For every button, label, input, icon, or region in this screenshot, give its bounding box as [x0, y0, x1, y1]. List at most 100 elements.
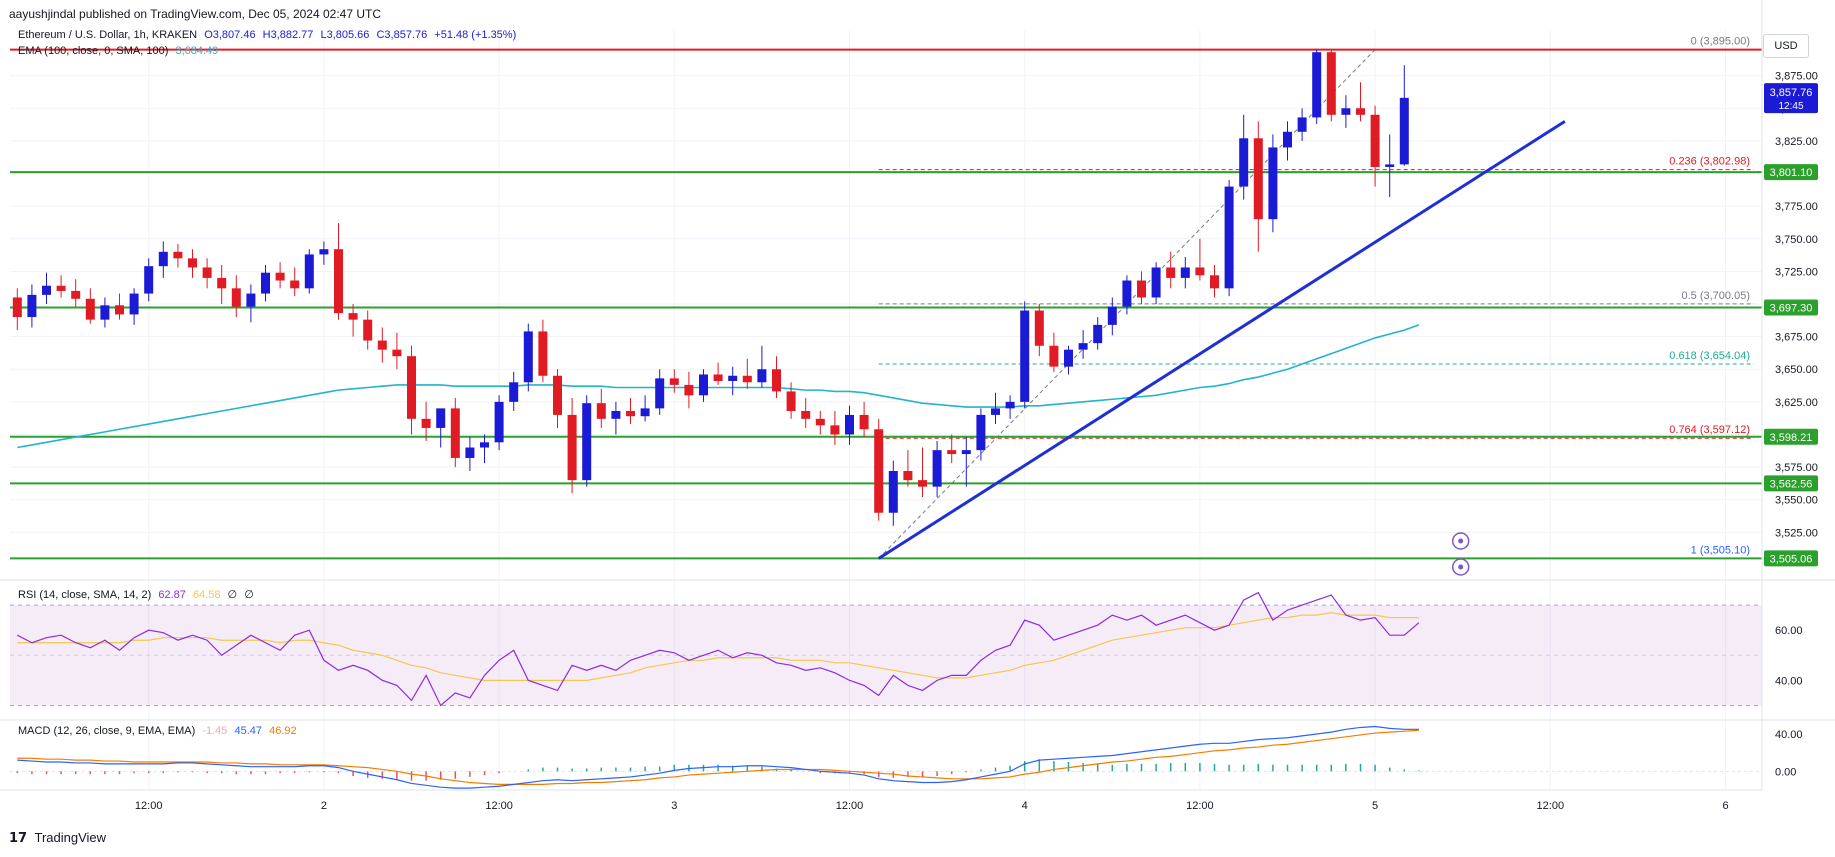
tradingview-logo-icon: 𝟭𝟳 [9, 830, 28, 845]
ohlc-open: O3,807.46 [204, 29, 256, 41]
price-tick-label: 3,825.00 [1775, 136, 1818, 148]
price-tick-label: 3,550.00 [1775, 495, 1818, 507]
candle-body [115, 305, 124, 315]
candle-body [582, 403, 592, 481]
ema-line [17, 324, 1420, 449]
candle-body [144, 266, 154, 294]
candle-body [188, 258, 197, 268]
price-level-badge [1764, 299, 1818, 316]
macd-line [17, 725, 1419, 789]
rsi-legend-extra1: ∅ [227, 589, 238, 601]
candle-body [1239, 138, 1249, 187]
price-level-badge-text: 3,562.56 [1770, 478, 1813, 490]
candle-body [1399, 97, 1409, 165]
candle-body [85, 298, 95, 320]
candle-body [1180, 267, 1190, 278]
candle-body [319, 249, 329, 255]
symbol-name: Ethereum / U.S. Dollar, 1h, KRAKEN [18, 29, 198, 41]
price-level-badge-text: 3,697.30 [1770, 303, 1813, 315]
ohlc-change: +51.48 (+1.35%) [434, 29, 517, 41]
time-tick-label: 6 [1722, 800, 1728, 812]
candle-body [421, 418, 431, 428]
current-price-badge [1764, 83, 1818, 114]
footer-brand[interactable]: 𝟭𝟳 TradingView [9, 830, 106, 846]
candle-body [1107, 306, 1117, 325]
candle-body [757, 369, 767, 383]
candle-body [158, 251, 168, 267]
candle-body [275, 272, 285, 281]
candle-body [261, 272, 270, 294]
candle-body [947, 450, 957, 455]
candle-body [655, 378, 665, 409]
candle-body [991, 408, 1000, 415]
trend-line-group [877, 120, 1566, 560]
candle-body [480, 442, 489, 448]
candle-body [1283, 131, 1292, 148]
candle-body [1034, 310, 1044, 346]
price-level-badge-text: 3,505.06 [1770, 553, 1813, 565]
publisher-line: aayushjindal published on TradingView.co… [9, 7, 382, 21]
candle-body [538, 331, 548, 376]
price-tick-label: 3,775.00 [1775, 201, 1818, 213]
chart-icons [1451, 532, 1470, 576]
symbol-legend[interactable]: Ethereum / U.S. Dollar, 1h, KRAKEN O3,80… [18, 29, 520, 41]
ema-legend-label: EMA (100, close, 0, SMA, 100) [18, 45, 169, 57]
time-tick-label: 3 [671, 800, 677, 812]
candle-body [1137, 280, 1146, 298]
candle-body [1049, 345, 1059, 367]
candle-body [626, 410, 635, 417]
candle-body [640, 408, 650, 417]
candle-body [903, 471, 913, 481]
candle-body [1195, 267, 1205, 276]
candle-body [1253, 138, 1263, 220]
candle-body [1268, 147, 1278, 220]
candle-body [27, 294, 37, 318]
current-price-countdown: 12:45 [1778, 101, 1803, 112]
rsi-legend-sma: 64.58 [192, 589, 221, 601]
candle-body [42, 285, 51, 295]
price-tick-label: 3,875.00 [1775, 71, 1818, 83]
price-tick-label: 3,525.00 [1775, 527, 1818, 539]
candle-body [1005, 401, 1015, 409]
fib-level-label: 0.5 (3,700.05) [1682, 290, 1751, 302]
candle-body [1224, 186, 1234, 289]
time-tick-label: 12:00 [485, 800, 513, 812]
candle-body [494, 401, 504, 443]
candle-body [509, 382, 519, 402]
candle-body [611, 410, 621, 419]
time-tick-label: 12:00 [1186, 800, 1214, 812]
candle-body [830, 425, 840, 435]
candle-body [1326, 52, 1336, 115]
price-axis: 3,525.003,550.003,575.003,600.003,625.00… [1761, 0, 1818, 790]
macd-tick-label: 0.00 [1775, 766, 1796, 778]
rsi-legend-extra2: ∅ [244, 589, 254, 601]
macd-legend-macd: 45.47 [234, 725, 263, 737]
candle-body [699, 374, 708, 396]
macd-legend[interactable]: MACD (12, 26, close, 9, EMA, EMA) -1.45 … [18, 725, 301, 737]
candle-body [859, 414, 869, 430]
fib-level-label: 0.618 (3,654.04) [1669, 350, 1750, 362]
price-tick-label: 3,650.00 [1775, 364, 1818, 376]
price-level-badge [1764, 475, 1818, 492]
candle-body [465, 447, 475, 458]
candle-body [100, 305, 110, 320]
ohlc-low: L3,805.66 [320, 29, 370, 41]
candle-body [1341, 108, 1351, 115]
candle-body [304, 254, 314, 289]
candle-body [553, 375, 562, 415]
macd-legend-signal: 46.92 [269, 725, 297, 737]
rsi-tick-label: 60.00 [1775, 625, 1803, 637]
candle-body [202, 267, 212, 278]
candle-body [1210, 275, 1219, 289]
price-level-badge [1764, 428, 1818, 445]
rsi-legend[interactable]: RSI (14, close, SMA, 14, 2) 62.87 64.58 … [18, 588, 258, 601]
ema-legend[interactable]: EMA (100, close, 0, SMA, 100) 3,684.49 [18, 45, 222, 57]
candle-body [56, 285, 66, 291]
candle-body [1370, 114, 1380, 167]
fibonacci-retracement: 0 (3,895.00) 0.236 (3,802.98) 0.5 (3,700.0… [878, 36, 1754, 559]
marker-dot-icon [1458, 564, 1464, 570]
currency-unit-button[interactable]: USD [1763, 34, 1809, 58]
rsi-tick-label: 40.00 [1775, 675, 1803, 687]
candle-body [1385, 164, 1395, 167]
candles [12, 49, 1409, 526]
